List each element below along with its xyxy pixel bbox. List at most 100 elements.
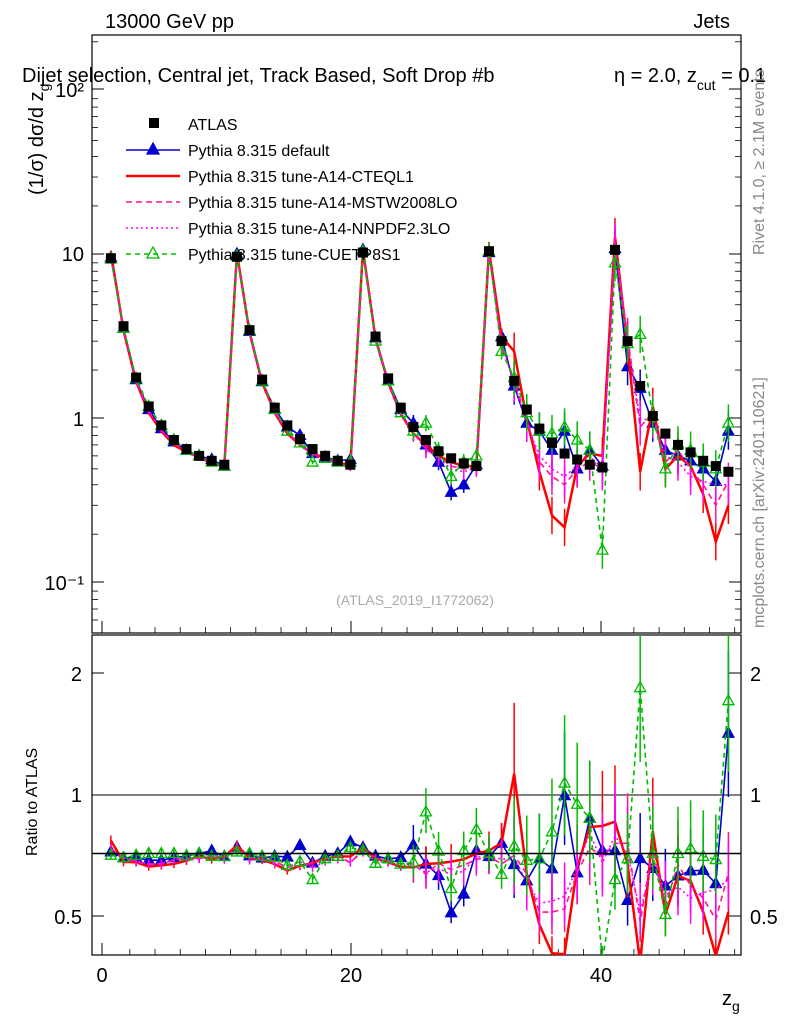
atlas-point — [509, 375, 520, 386]
ratio-point — [419, 804, 433, 817]
ratio-point — [532, 851, 546, 864]
atlas-point — [458, 458, 469, 469]
category-label: Jets — [693, 11, 730, 33]
ratio-point — [356, 843, 370, 856]
atlas-point — [685, 447, 696, 458]
chart-title-end: = 0.1 — [716, 65, 767, 87]
atlas-point — [395, 402, 406, 413]
ratio-point — [205, 848, 219, 861]
atlas-point — [168, 434, 179, 445]
rivet-label: Rivet 4.1.0, ≥ 2.1M events — [751, 69, 768, 255]
atlas-point — [244, 325, 255, 336]
x-axis-label-sub: g — [732, 998, 740, 1014]
atlas-point — [408, 421, 419, 432]
ratio-point — [608, 872, 622, 885]
ratio-point — [406, 854, 420, 867]
series-line-4 — [110, 242, 729, 486]
x-tick-label-0: 0 — [96, 965, 107, 987]
data-point — [419, 415, 433, 428]
data-point — [457, 477, 471, 490]
series-line-5 — [110, 251, 730, 551]
atlas-point — [131, 372, 142, 383]
ratio-point — [457, 886, 471, 899]
y-axis-label-main: (1/σ) dσ/d z — [26, 91, 48, 195]
ratio-tick-label-1-right: 1 — [750, 785, 761, 807]
data-point — [444, 469, 458, 482]
atlas-point — [622, 336, 633, 347]
ratio-point — [444, 881, 458, 894]
atlas-point — [257, 374, 268, 385]
data-point — [570, 432, 584, 445]
ratio-point — [192, 846, 206, 859]
ratio-point — [368, 855, 383, 868]
ratio-point — [280, 849, 294, 862]
atlas-point — [143, 401, 154, 412]
atlas-point — [446, 453, 457, 464]
atlas-point — [370, 331, 381, 342]
data-point — [494, 344, 509, 357]
atlas-point — [118, 321, 129, 332]
atlas-point — [219, 459, 230, 470]
atlas-point — [584, 459, 595, 470]
ratio-point — [331, 848, 345, 861]
data-point — [608, 255, 622, 268]
data-point — [469, 448, 483, 461]
axis-ticks — [92, 88, 741, 955]
main-plot-frame — [91, 34, 742, 634]
x-tick-label-2: 40 — [590, 965, 612, 987]
legend-label-2: Pythia 8.315 tune-A14-CTEQL1 — [188, 169, 414, 186]
ratio-point — [494, 867, 509, 879]
atlas-point — [534, 423, 545, 434]
mcplots-label: mcplots.cern.ch [arXiv:2401.10621] — [751, 377, 768, 628]
atlas-point — [572, 454, 583, 465]
x-axis-label: zg — [722, 988, 740, 1014]
ratio-point — [658, 907, 672, 920]
ratio-tick-label-0-left: 0.5 — [54, 907, 82, 929]
ratio-point — [255, 848, 269, 861]
legend-marker-5 — [145, 245, 161, 259]
main-series-layer — [104, 217, 735, 569]
ratio-point — [633, 851, 647, 864]
ratio-point — [305, 872, 320, 885]
atlas-point — [206, 455, 217, 466]
atlas-point — [282, 420, 293, 431]
legend-marker-atlas — [149, 118, 159, 128]
atlas-point — [269, 402, 280, 413]
ratio-axis-label: Ratio to ATLAS — [24, 748, 41, 856]
ratio-point — [620, 851, 635, 864]
ratio-point — [646, 846, 660, 859]
y-tick-label-2: 10 — [62, 244, 84, 266]
data-point — [557, 419, 572, 432]
ratio-point — [242, 846, 257, 859]
legend-marker-1 — [145, 141, 161, 155]
ratio-point — [721, 693, 735, 706]
ratio-point — [268, 850, 282, 863]
atlas-point — [597, 462, 608, 473]
chart-title-eta: η = 2.0, z — [614, 65, 697, 87]
ratio-tick-label-0-right: 0.5 — [750, 907, 778, 929]
ratio-line-4 — [110, 830, 729, 913]
ratio-tick-label-1-left: 1 — [71, 785, 82, 807]
ratio-point — [570, 796, 584, 809]
chart-title: Dijet selection, Central jet, Track Base… — [22, 65, 766, 93]
atlas-point — [496, 336, 507, 347]
ratio-point — [557, 775, 572, 788]
ratio-point — [620, 893, 635, 906]
ratio-point — [230, 844, 244, 857]
atlas-point — [521, 404, 532, 415]
legend-label-3: Pythia 8.315 tune-A14-MSTW2008LO — [188, 195, 457, 212]
atlas-point — [471, 461, 482, 472]
minor-ticks — [92, 41, 741, 955]
ratio-point — [293, 837, 307, 850]
data-point — [721, 415, 735, 428]
atlas-point — [710, 461, 721, 472]
atlas-point — [307, 444, 318, 455]
analysis-label: (ATLAS_2019_I1772062) — [336, 592, 494, 608]
chart-title-main: Dijet selection, Central jet, Track Base… — [22, 65, 494, 87]
energy-label: 13000 GeV pp — [105, 11, 234, 33]
atlas-point — [294, 434, 305, 445]
atlas-point — [320, 450, 331, 461]
atlas-point — [609, 244, 620, 255]
data-point — [658, 461, 672, 474]
